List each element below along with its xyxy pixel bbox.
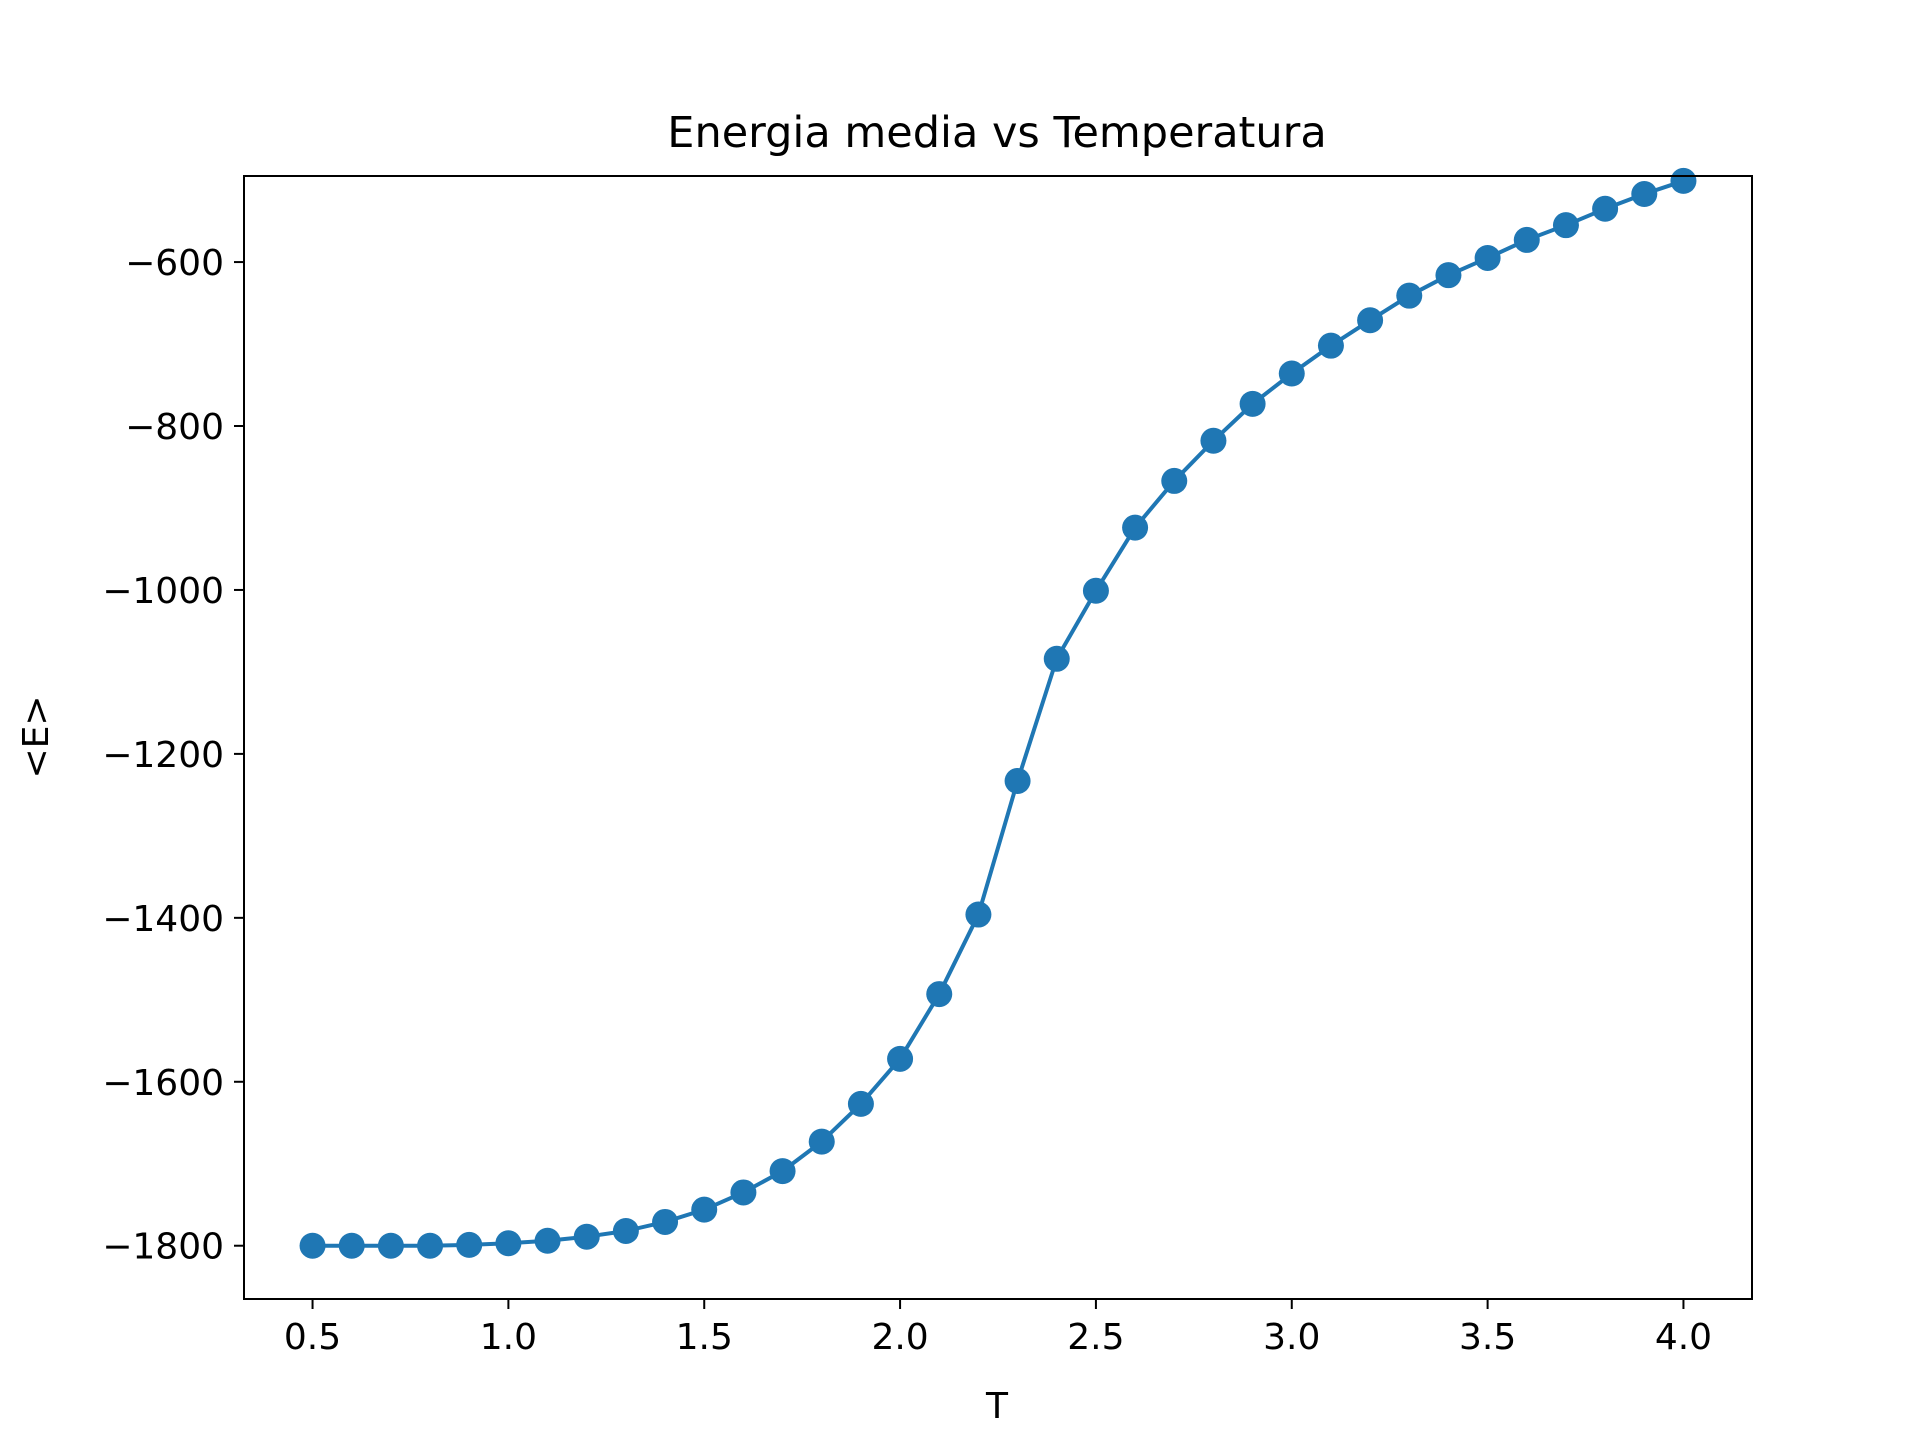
data-point	[1396, 282, 1423, 309]
x-tick-label: 0.5	[284, 1317, 341, 1358]
y-tick-label: −1800	[102, 1227, 224, 1268]
y-tick-label: −1600	[102, 1063, 224, 1104]
x-tick-label: 1.0	[480, 1317, 537, 1358]
x-tick-label: 2.0	[871, 1317, 928, 1358]
data-point	[1670, 167, 1697, 194]
y-tick-label: −1200	[102, 735, 224, 776]
data-point	[847, 1090, 874, 1117]
x-tick-label: 4.0	[1655, 1317, 1712, 1358]
data-point	[652, 1208, 679, 1235]
data-point	[417, 1232, 444, 1259]
x-tick-label: 3.0	[1263, 1317, 1320, 1358]
data-point	[1592, 195, 1619, 222]
y-tick-label: −1400	[102, 899, 224, 940]
y-axis-label: <E>	[16, 695, 57, 778]
data-point	[1043, 645, 1070, 672]
data-point	[299, 1232, 326, 1259]
y-tick-label: −1000	[102, 571, 224, 612]
data-point	[1278, 360, 1305, 387]
data-point	[1200, 427, 1227, 454]
data-point	[1513, 226, 1540, 253]
chart-title: Energia media vs Temperatura	[667, 108, 1326, 158]
data-point	[495, 1230, 522, 1257]
data-point	[1631, 181, 1658, 208]
data-point	[1082, 577, 1109, 604]
y-tick-label: −800	[125, 407, 224, 448]
series-layer	[299, 167, 1697, 1259]
data-point	[1552, 212, 1579, 239]
data-point	[691, 1196, 718, 1223]
x-tick-label: 1.5	[676, 1317, 733, 1358]
data-point	[338, 1232, 365, 1259]
plot-area-frame	[243, 175, 1753, 1300]
x-tick-label: 3.5	[1459, 1317, 1516, 1358]
data-point	[1357, 307, 1384, 334]
data-point	[1239, 390, 1266, 417]
x-axis-ticks: 0.5 1.0 1.5 2.0 2.5 3.0 3.5 4.0	[284, 1299, 1712, 1358]
data-point	[1122, 514, 1149, 541]
data-point	[612, 1217, 639, 1244]
data-point	[573, 1223, 600, 1250]
data-point	[1474, 244, 1501, 271]
data-point	[456, 1231, 483, 1258]
data-point	[887, 1045, 914, 1072]
data-point	[1161, 467, 1188, 494]
data-point	[926, 981, 953, 1008]
y-tick-label: −600	[125, 243, 224, 284]
data-point	[769, 1158, 796, 1185]
data-point	[1435, 262, 1462, 289]
y-axis-ticks: −1800 −1600 −1400 −1200 −1000 −800 −600	[102, 243, 244, 1268]
data-point	[534, 1227, 561, 1254]
data-point	[377, 1232, 404, 1259]
data-point	[1317, 332, 1344, 359]
data-point	[1004, 767, 1031, 794]
data-point	[808, 1128, 835, 1155]
data-point	[730, 1179, 757, 1206]
x-tick-label: 2.5	[1067, 1317, 1124, 1358]
data-point	[965, 901, 992, 928]
x-axis-label: T	[985, 1386, 1009, 1427]
